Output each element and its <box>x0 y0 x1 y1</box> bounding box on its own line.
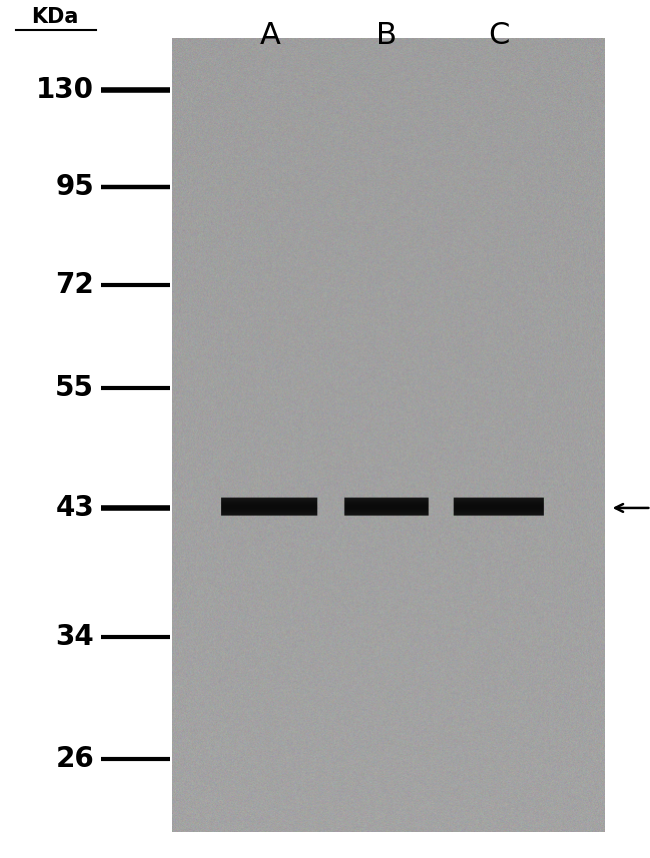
Text: 72: 72 <box>55 271 94 299</box>
Text: KDa: KDa <box>32 8 79 27</box>
Text: 130: 130 <box>36 76 94 104</box>
Text: B: B <box>376 21 397 51</box>
Text: 43: 43 <box>55 494 94 522</box>
Text: C: C <box>489 21 510 51</box>
Text: 55: 55 <box>55 374 94 402</box>
Text: 34: 34 <box>55 623 94 650</box>
Text: 26: 26 <box>55 746 94 773</box>
Text: 95: 95 <box>55 173 94 201</box>
Text: A: A <box>259 21 280 51</box>
